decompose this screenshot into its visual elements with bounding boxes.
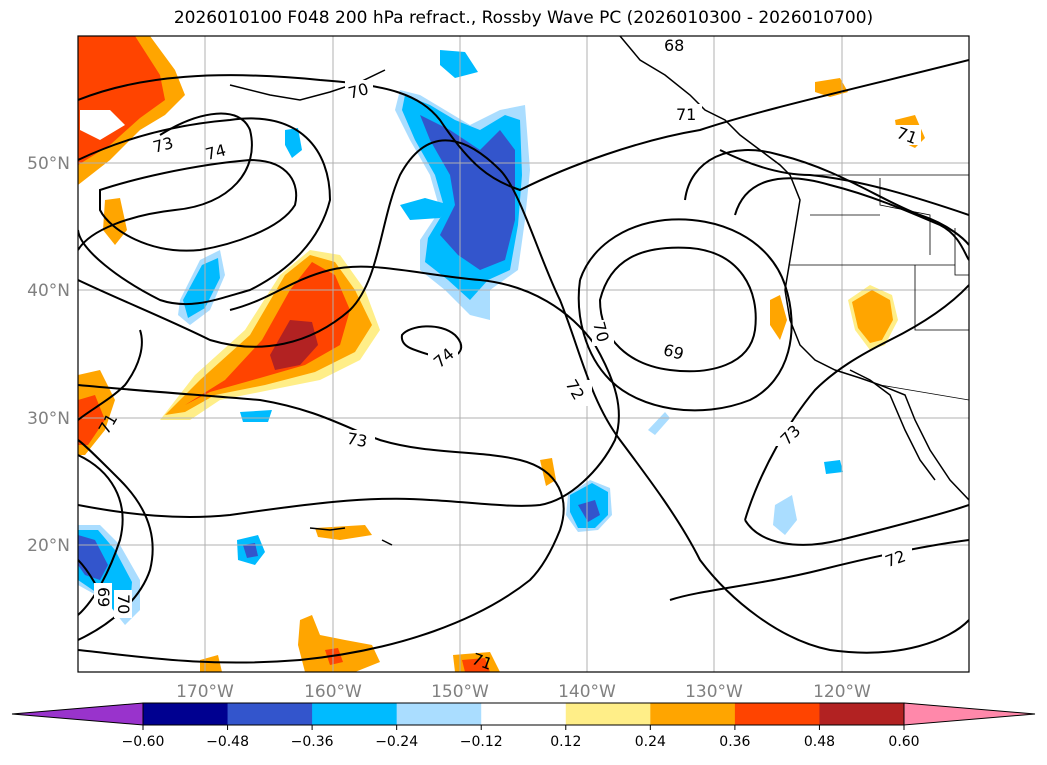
lon-label: 120°W [813, 682, 871, 702]
lon-label: 140°W [558, 682, 616, 702]
positive-anomaly-patch [770, 295, 787, 340]
colorbar-bin [481, 703, 567, 725]
colorbar-tick-label: −0.36 [291, 734, 334, 750]
colorbar-bin [565, 703, 651, 725]
positive-anomaly-patch [852, 290, 893, 343]
map-title: 2026010100 F048 200 hPa refract., Rossby… [173, 8, 874, 28]
negative-anomaly-patch [243, 543, 258, 558]
lon-label: 170°W [176, 682, 234, 702]
negative-anomaly-patch [400, 198, 450, 220]
lat-label: 50°N [27, 154, 70, 174]
colorbar-tick-label: −0.60 [122, 734, 165, 750]
graticule [78, 36, 969, 672]
colorbar-tick-label: 0.24 [635, 734, 666, 750]
shading-layer [78, 36, 925, 672]
negative-anomaly-patch [824, 460, 843, 474]
plot-border [77, 35, 970, 673]
lon-label: 130°W [685, 682, 743, 702]
colorbar-tick-label: −0.12 [460, 734, 503, 750]
contour-label: 69 [94, 587, 113, 607]
colorbar-over-triangle [903, 702, 1036, 726]
contour-lines [78, 59, 969, 664]
colorbar-frame [142, 702, 905, 726]
colorbar-tick-label: −0.48 [206, 734, 249, 750]
positive-anomaly-patch [78, 395, 105, 445]
lon-label: 150°W [431, 682, 489, 702]
colorbar-bin [396, 703, 482, 725]
lat-label: 30°N [27, 409, 70, 429]
colorbar-tick-label: 0.60 [888, 734, 919, 750]
contour-label: 69 [661, 340, 686, 364]
colorbar-under-triangle [11, 702, 144, 726]
negative-anomaly-patch [420, 115, 515, 270]
colorbar-bin [312, 703, 398, 725]
positive-anomaly-patch [185, 262, 350, 405]
contour-label: 70 [589, 319, 613, 344]
colorbar-bin [143, 703, 229, 725]
negative-anomaly-patch [773, 495, 797, 535]
positive-anomaly-patch [103, 198, 127, 245]
negative-anomaly-patch [285, 128, 302, 158]
contour-label-group: 68 70 71 73 74 73 74 71 70 69 72 73 72 7… [94, 36, 921, 674]
positive-anomaly-patch [270, 320, 318, 370]
lon-label: 160°W [304, 682, 362, 702]
lat-label: 40°N [27, 281, 70, 301]
contour-label: 71 [676, 105, 696, 124]
positive-anomaly-patch [462, 658, 490, 672]
positive-anomaly-patch [80, 110, 125, 140]
negative-anomaly-patch [240, 410, 272, 422]
contour-label: 68 [664, 36, 684, 55]
colorbar-tick-label: 0.36 [719, 734, 750, 750]
contour-label: 73 [151, 133, 176, 157]
longitude-labels: 170°W 160°W 150°W 140°W 130°W 120°W [176, 682, 871, 702]
colorbar-tick-label: 0.12 [550, 734, 581, 750]
colorbar: −0.60 −0.48 −0.36 −0.24 −0.12 0.12 0.24 0.36 0.4… [11, 702, 1036, 750]
contour-label: 71 [469, 649, 495, 674]
political-borders [790, 174, 969, 401]
colorbar-tick-label: −0.24 [375, 734, 418, 750]
latitude-labels: 50°N 40°N 30°N 20°N [27, 154, 70, 556]
contour-label: 70 [346, 79, 371, 103]
colorbar-bin [227, 703, 313, 725]
contour-label: 73 [345, 429, 368, 451]
lat-label: 20°N [27, 536, 70, 556]
negative-anomaly-patch [440, 50, 478, 78]
colorbar-bin [650, 703, 736, 725]
colorbar-bin [734, 703, 820, 725]
contour-label: 74 [203, 140, 228, 164]
colorbar-bin [819, 703, 905, 725]
colorbar-tick-label: 0.48 [804, 734, 835, 750]
positive-anomaly-patch [315, 525, 372, 540]
negative-anomaly-patch [578, 500, 600, 522]
contour-label: 70 [114, 594, 133, 614]
